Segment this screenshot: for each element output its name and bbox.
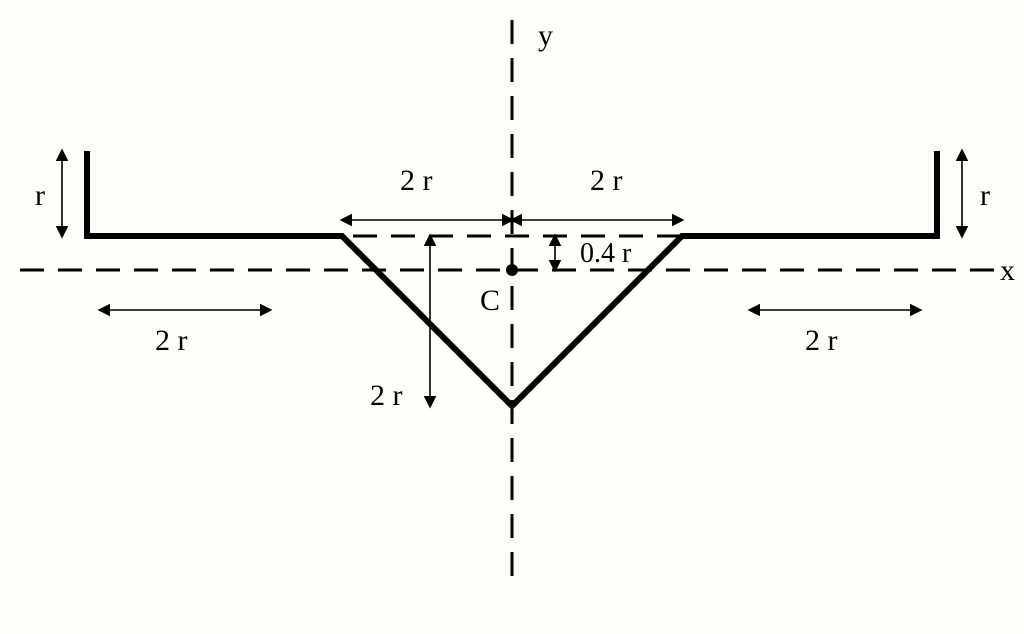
dim-04r-label: 0.4 r bbox=[580, 238, 632, 269]
dim-bottom-right-2r-label: 2 r bbox=[805, 324, 838, 357]
dim-depth-2r-label: 2 r bbox=[370, 379, 403, 412]
centroid-label: C bbox=[480, 284, 500, 317]
cross-section-diagram: C y x r r 2 r 2 r 0.4 r 2 r 2 r 2 r bbox=[0, 0, 1024, 634]
dim-top-left-2r-label: 2 r bbox=[400, 164, 433, 197]
y-axis-label: y bbox=[538, 19, 553, 52]
dim-left-r-label: r bbox=[35, 179, 45, 212]
dim-bottom-left-2r-label: 2 r bbox=[155, 324, 188, 357]
centroid-point bbox=[506, 264, 518, 276]
dim-top-right-2r-label: 2 r bbox=[590, 164, 623, 197]
dim-right-r-label: r bbox=[980, 179, 990, 212]
x-axis-label: x bbox=[1000, 254, 1015, 287]
